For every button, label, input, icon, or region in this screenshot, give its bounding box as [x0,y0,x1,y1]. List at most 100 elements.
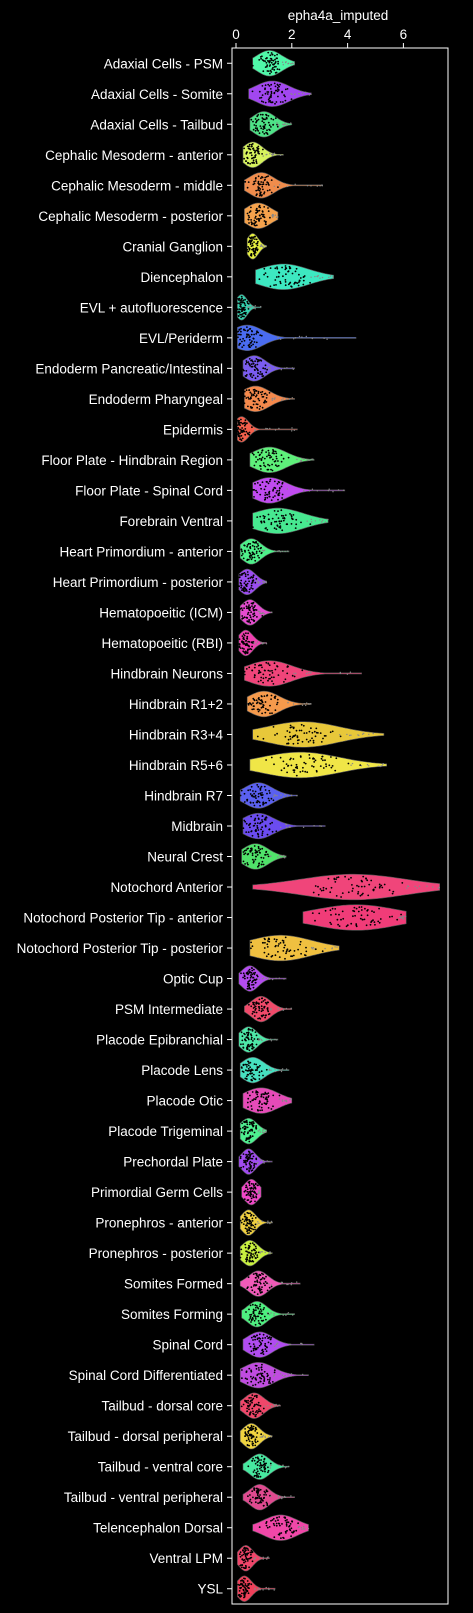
data-point-tail [284,1374,286,1377]
data-point [255,220,257,223]
data-point [248,619,251,621]
data-point [278,520,281,523]
data-point-tail [368,765,370,767]
data-point-tail [280,1496,282,1499]
data-point [245,651,248,654]
data-point-tail [332,491,334,493]
data-point [252,1349,255,1352]
data-point [267,953,270,956]
data-point [273,91,276,94]
data-point-tail [282,1464,284,1467]
data-point-tail [268,1068,271,1071]
data-point [252,1444,254,1447]
data-point [281,497,283,499]
data-point-tail [276,122,278,124]
data-point [258,1467,261,1470]
data-point [243,1220,246,1223]
data-point [256,1410,258,1412]
data-point [319,765,322,767]
data-point [253,1098,256,1100]
data-point-tail [301,92,304,95]
data-point [249,1163,251,1166]
data-point [333,877,336,880]
data-point [260,451,263,454]
data-point [275,513,278,516]
data-point [251,1108,253,1110]
data-point [277,1519,279,1522]
data-point [286,948,289,951]
data-point [274,62,277,64]
data-point [276,703,278,706]
data-point [248,1191,251,1193]
data-point [242,1126,244,1129]
data-point-tail [316,185,318,187]
data-point [242,308,245,311]
data-point [262,1009,264,1012]
data-point [252,1195,255,1198]
data-point [243,1213,246,1216]
data-point [261,406,264,409]
data-point [274,117,277,120]
data-point [262,215,264,218]
data-point [268,938,271,941]
data-point [262,1014,265,1017]
data-point [238,638,241,641]
data-point [252,1073,255,1076]
data-point [267,797,270,800]
data-point [263,127,266,130]
data-point [253,1038,256,1040]
data-point [272,66,274,69]
data-point [369,923,372,926]
data-point [241,1558,244,1560]
data-point [247,703,250,706]
data-point [259,97,261,99]
data-point [242,337,245,340]
data-point [319,888,322,890]
data-point [262,1460,265,1463]
data-point [259,192,261,195]
data-point [363,885,366,888]
data-point [245,1549,247,1552]
data-point [299,277,302,279]
data-point [265,801,268,804]
data-point [237,310,240,313]
violin-ysl [237,1575,276,1602]
data-point [242,851,245,853]
data-point [241,1369,243,1371]
data-point [261,830,264,833]
data-point [263,1493,265,1496]
data-point [308,757,311,759]
data-point [245,972,248,974]
data-point-tail [304,1528,306,1530]
data-point [253,1131,256,1134]
data-point [253,804,256,807]
data-point [324,909,327,912]
data-point [245,1075,248,1078]
data-point [354,914,356,917]
data-point [237,1583,240,1586]
data-point [279,282,282,285]
data-point-tail [268,1313,271,1316]
data-point [254,1192,257,1194]
data-point [265,116,268,119]
data-point [254,1272,257,1275]
data-point [240,1221,243,1224]
data-point-tail [261,1039,263,1042]
data-point [329,909,332,912]
data-point [262,677,265,680]
data-point [251,1099,254,1102]
data-point-tail [253,641,255,643]
data-point [249,1254,252,1257]
data-point [240,1131,243,1134]
data-point [248,1444,251,1447]
violin-floor-plate-spinal-cord [252,477,346,504]
data-point [238,344,241,346]
data-point [266,694,268,697]
data-point [256,244,259,247]
data-point [251,1047,253,1050]
data-point-tail [361,733,364,735]
data-point [245,1439,248,1442]
data-point [300,952,302,955]
data-point [272,489,274,492]
data-point-tail [277,1342,279,1344]
